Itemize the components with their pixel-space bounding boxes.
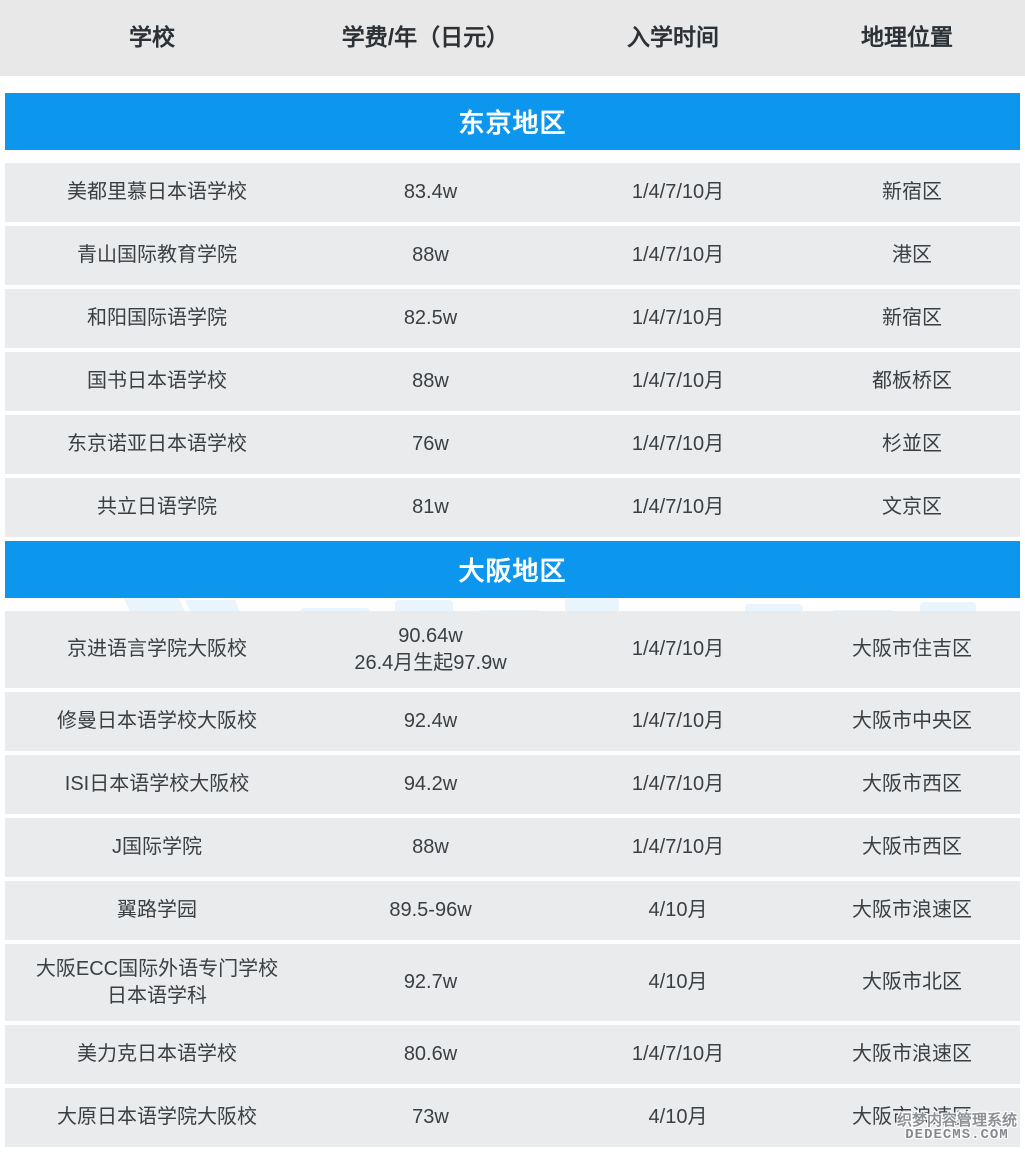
cell-fee: 88w [412,244,449,266]
cell-intake: 1/4/7/10月 [631,181,725,203]
cell-fee: 88w [412,370,449,392]
cell-school: 大原日本语学院大阪校 [57,1106,257,1128]
cell-fee: 82.5w [403,307,458,329]
cell-location: 新宿区 [882,181,942,203]
cell-intake: 1/4/7/10月 [631,496,725,518]
table-row: 共立日语学院 81w 1/4/7/10月 文京区 [5,478,1020,537]
cell-fee: 89.5-96w [389,899,472,921]
table-header-row: 学校 学费/年（日元） 入学时间 地理位置 [0,0,1025,76]
column-header-intake: 入学时间 [627,24,719,51]
cell-fee: 88w [412,836,449,858]
section-title: 东京地区 [458,108,567,138]
cell-intake: 4/10月 [648,971,708,993]
table-row: 青山国际教育学院 88w 1/4/7/10月 港区 [5,226,1020,285]
cell-location: 杉並区 [882,433,942,455]
cell-school-line2: 日本语学科 [107,984,207,1007]
cell-intake: 1/4/7/10月 [631,710,725,732]
section-header-row: 东京地区 [5,93,1020,150]
cell-fee: 76w [412,433,449,455]
cell-location: 新宿区 [882,307,942,329]
cell-fee: 73w [412,1106,449,1128]
cell-intake: 1/4/7/10月 [631,433,725,455]
cell-intake: 4/10月 [648,1106,708,1128]
cell-location: 大阪市住吉区 [852,638,972,660]
cell-intake: 1/4/7/10月 [631,1043,725,1065]
cell-location: 大阪市北区 [862,971,962,993]
table-row: 京进语言学院大阪校 90.64w 26.4月生起97.9w 1/4/7/10月 大阪市住… [5,611,1020,688]
cell-school: 翼路学园 [117,899,197,921]
table-row: 大原日本语学院大阪校 73w 4/10月 大阪市浪速区 [5,1088,1020,1147]
cell-location: 大阪市西区 [862,773,962,795]
section-header-row: 大阪地区 [5,541,1020,598]
cell-fee: 90.64w 26.4月生起97.9w [309,623,552,677]
cell-school: 和阳国际语学院 [87,307,227,329]
cell-school: 美都里慕日本语学校 [67,181,247,203]
column-header-school: 学校 [129,24,175,51]
cell-school: ISI日本语学校大阪校 [64,773,250,795]
cell-school: J国际学院 [112,836,202,858]
cell-school: 美力克日本语学校 [77,1043,237,1065]
cell-location: 文京区 [882,496,942,518]
cell-fee: 92.7w [403,971,458,993]
table-body: 学校 学费/年（日元） 入学时间 地理位置东京地区美都里慕日本语学校 83.4w 1/4/… [0,0,1025,1147]
cell-location: 大阪市浪速区 [852,899,972,921]
column-header-location: 地理位置 [861,24,953,51]
cell-intake: 1/4/7/10月 [631,773,725,795]
cell-intake: 1/4/7/10月 [631,244,725,266]
cell-fee-line2: 26.4月生起97.9w [354,651,507,674]
table-row: J国际学院 88w 1/4/7/10月 大阪市西区 [5,818,1020,877]
table-row: 翼路学园 89.5-96w 4/10月 大阪市浪速区 [5,881,1020,940]
cell-intake: 1/4/7/10月 [631,307,725,329]
cell-fee-line1: 90.64w [398,624,463,647]
cell-fee: 92.4w [403,710,458,732]
cell-school-line1: 大阪ECC国际外语专门学校 [35,957,279,980]
cell-location: 港区 [892,244,932,266]
cell-school: 青山国际教育学院 [77,244,237,266]
table-row: 国书日本语学校 88w 1/4/7/10月 都板桥区 [5,352,1020,411]
table-row: 东京诺亚日本语学校 76w 1/4/7/10月 杉並区 [5,415,1020,474]
cell-location: 都板桥区 [872,370,952,392]
cell-location: 大阪市浪速区 [852,1106,972,1128]
table-row: 和阳国际语学院 82.5w 1/4/7/10月 新宿区 [5,289,1020,348]
cell-fee: 80.6w [403,1043,458,1065]
table-row: 大阪ECC国际外语专门学校 日本语学科 92.7w 4/10月 大阪市北区 [5,944,1020,1021]
cell-school: 大阪ECC国际外语专门学校 日本语学科 [5,956,309,1010]
cell-school: 国书日本语学校 [87,370,227,392]
cell-school: 京进语言学院大阪校 [67,638,247,660]
table-row: 修曼日本语学校大阪校 92.4w 1/4/7/10月 大阪市中央区 [5,692,1020,751]
section-title: 大阪地区 [458,556,567,586]
cell-location: 大阪市中央区 [852,710,972,732]
cell-school: 修曼日本语学校大阪校 [57,710,257,732]
cell-fee: 94.2w [403,773,458,795]
table-row: 美力克日本语学校 80.6w 1/4/7/10月 大阪市浪速区 [5,1025,1020,1084]
cell-fee: 83.4w [403,181,458,203]
cell-fee: 81w [412,496,449,518]
cell-school: 东京诺亚日本语学校 [67,433,247,455]
column-header-fee: 学费/年（日元） [341,24,510,51]
table-row: 美都里慕日本语学校 83.4w 1/4/7/10月 新宿区 [5,163,1020,222]
cell-location: 大阪市西区 [862,836,962,858]
cell-intake: 1/4/7/10月 [631,638,725,660]
cell-intake: 1/4/7/10月 [631,370,725,392]
cell-intake: 4/10月 [648,899,708,921]
table-row: ISI日本语学校大阪校 94.2w 1/4/7/10月 大阪市西区 [5,755,1020,814]
cell-location: 大阪市浪速区 [852,1043,972,1065]
cell-intake: 1/4/7/10月 [631,836,725,858]
cell-school: 共立日语学院 [97,496,217,518]
